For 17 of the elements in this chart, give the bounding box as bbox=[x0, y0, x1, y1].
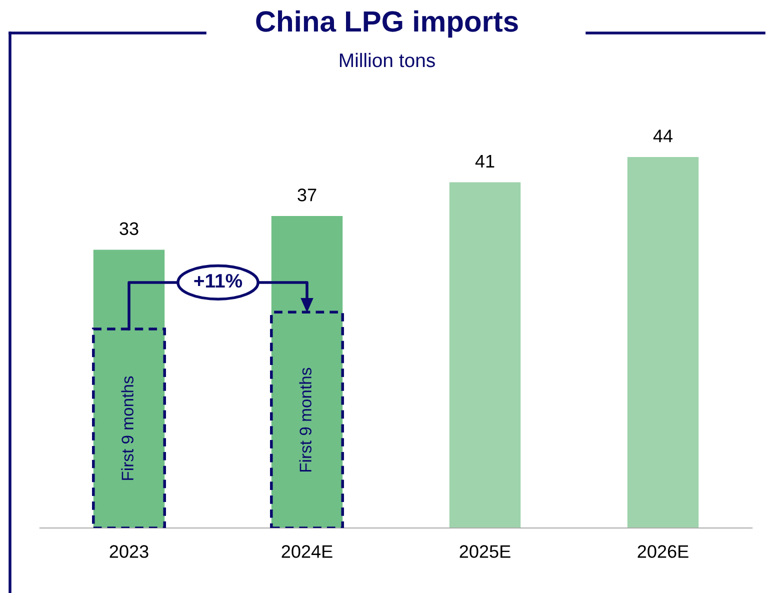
text: First 9 months bbox=[299, 368, 312, 472]
bar bbox=[93, 250, 165, 528]
text: First 9 months bbox=[121, 376, 134, 480]
chart-title: China LPG imports bbox=[256, 10, 518, 38]
x-tick-label: 2025E bbox=[460, 545, 510, 558]
x-tick-label: 2026E bbox=[638, 545, 688, 558]
data-label: 33 bbox=[120, 222, 138, 236]
x-tick-label: 2023 bbox=[110, 545, 148, 558]
chart-subtitle: Million tons bbox=[340, 52, 435, 68]
data-label: 44 bbox=[653, 130, 673, 142]
bar bbox=[449, 182, 521, 528]
data-label: 37 bbox=[298, 188, 316, 202]
x-tick-label: 2024E bbox=[282, 545, 332, 558]
bar bbox=[271, 216, 343, 528]
bar bbox=[627, 157, 699, 528]
data-label: 41 bbox=[475, 155, 494, 168]
annotation: +11% bbox=[194, 274, 242, 288]
